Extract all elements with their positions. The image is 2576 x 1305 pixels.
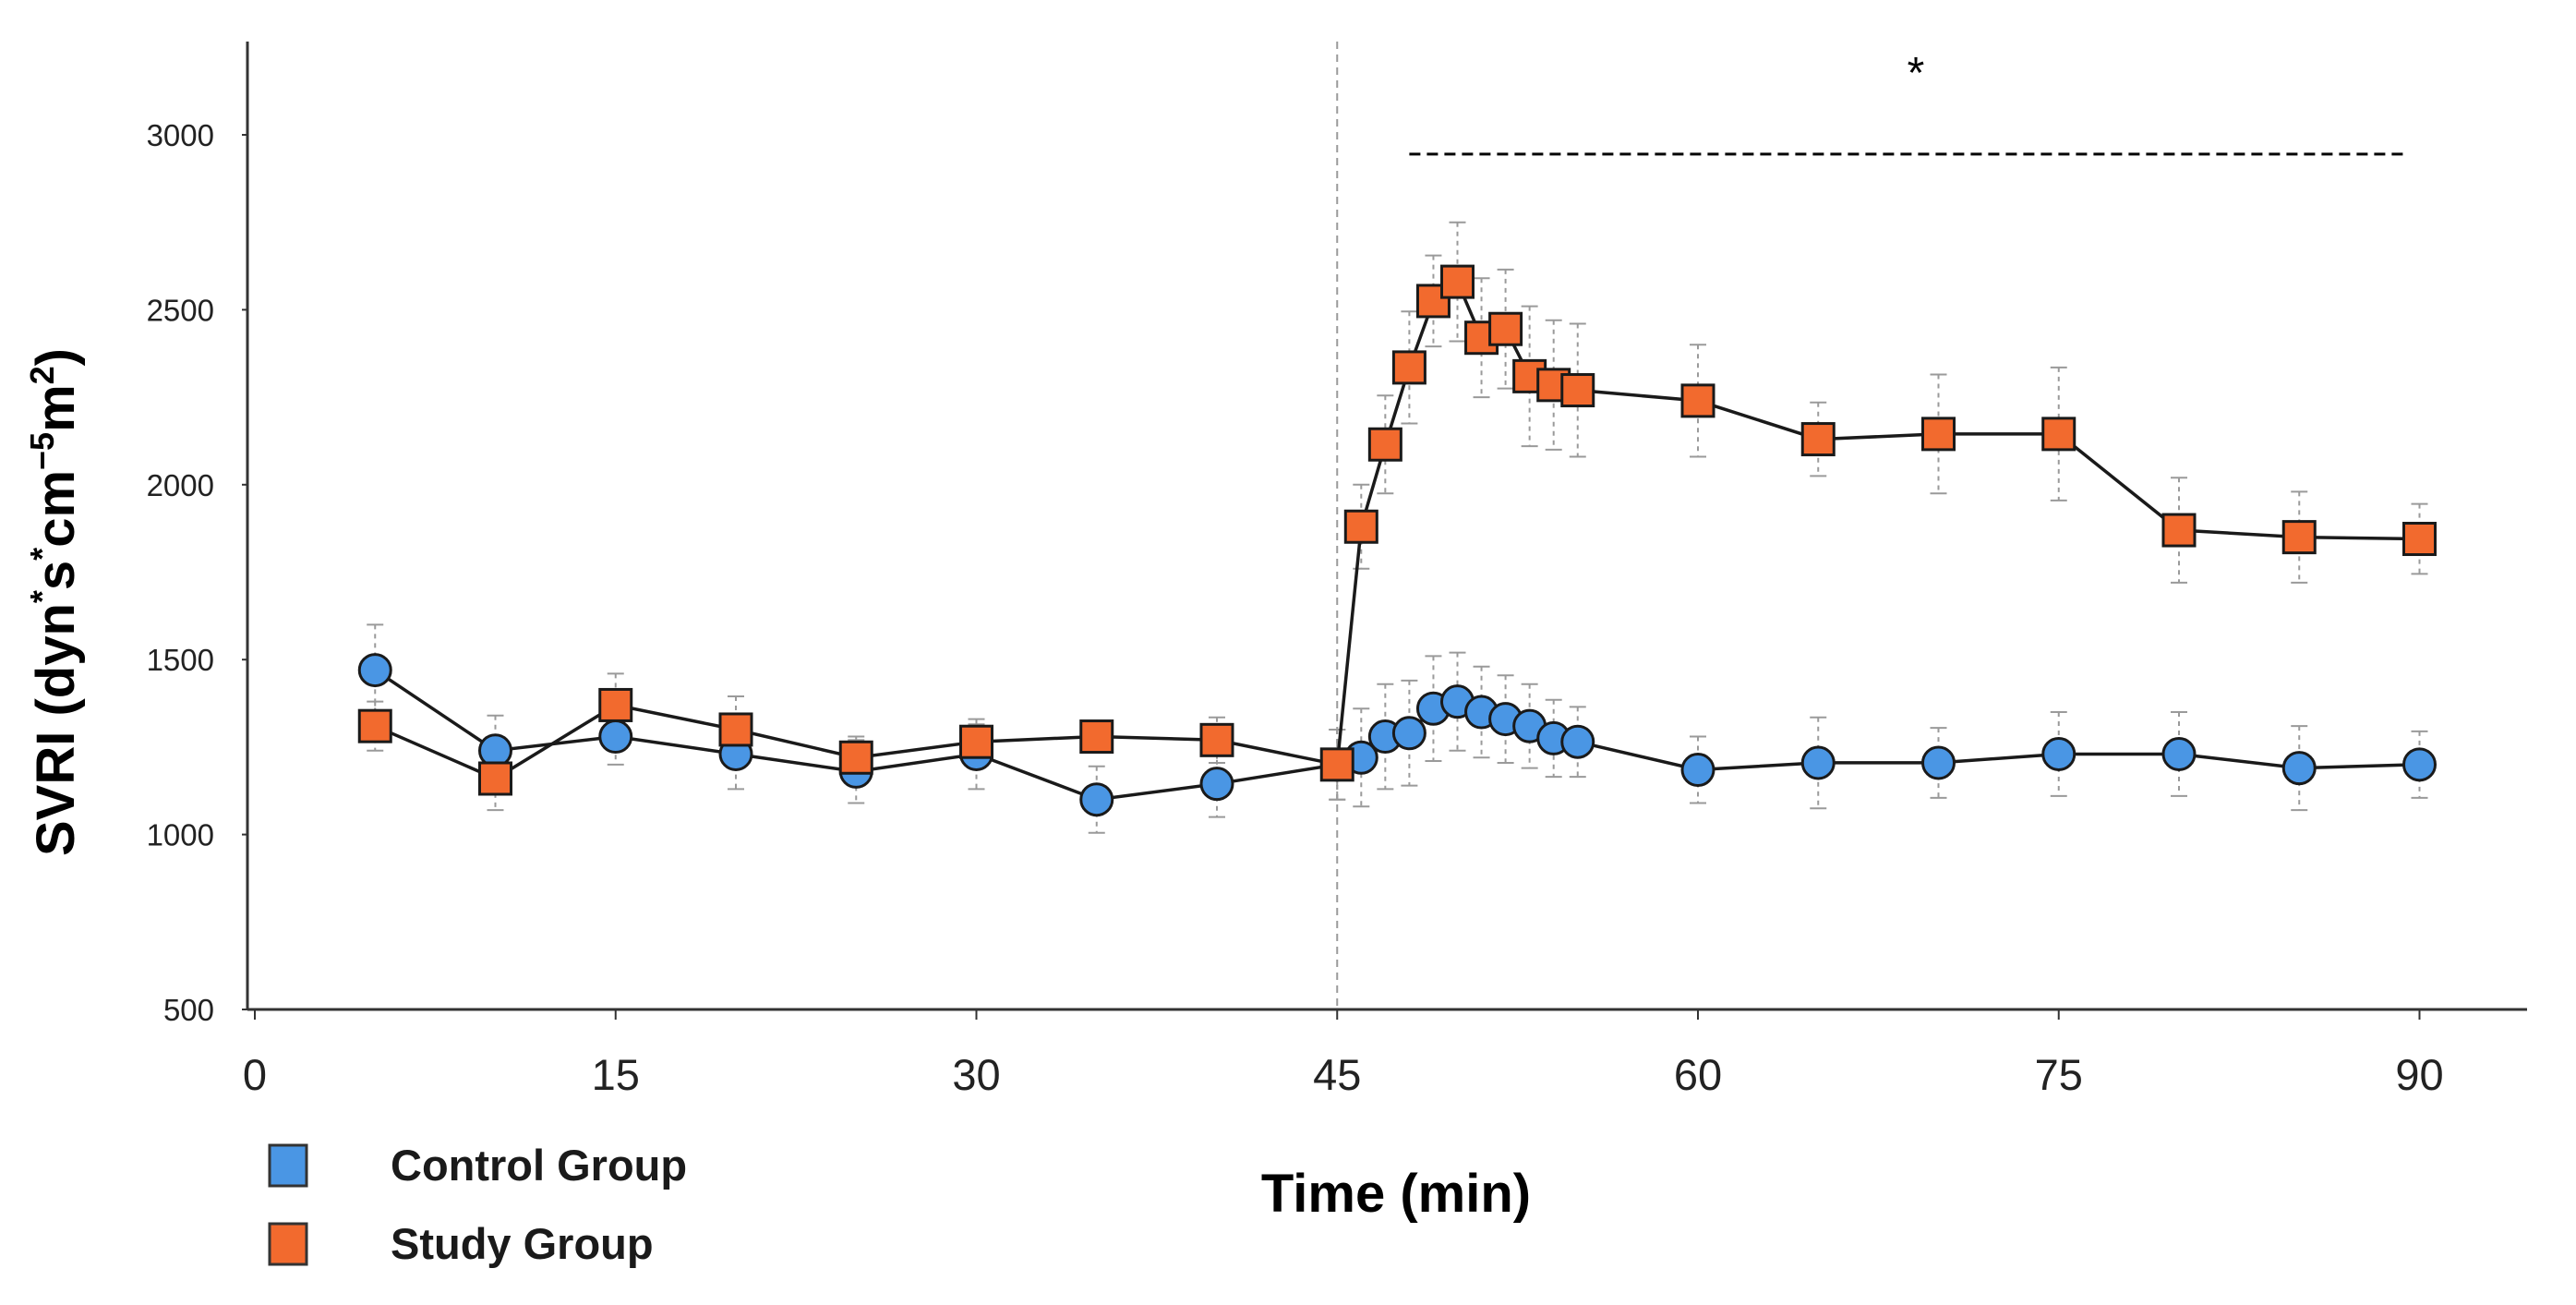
data-point-study: [1488, 311, 1523, 346]
y-tick-label: 2000: [147, 468, 214, 502]
significance-star: *: [1908, 49, 1925, 98]
legend-swatch-study: [268, 1222, 308, 1266]
x-tick-label: 45: [1313, 1050, 1361, 1099]
data-point-study: [2041, 417, 2076, 452]
y-tick-label: 2500: [147, 293, 214, 327]
data-point-control: [2281, 751, 2317, 786]
x-tick-label: 30: [952, 1050, 1000, 1099]
data-point-control: [1391, 716, 1426, 751]
series-study-markers: [357, 264, 2437, 796]
y-tick-label: 500: [163, 993, 214, 1027]
legend-label-control: Control Group: [391, 1141, 687, 1190]
data-point-study: [1921, 417, 1956, 452]
y-tick-label: 1000: [147, 818, 214, 852]
data-point-study: [1415, 284, 1451, 319]
data-point-study: [357, 708, 392, 743]
data-series: [357, 221, 2437, 834]
x-tick-label: 0: [243, 1050, 267, 1099]
x-tick-label: 75: [2035, 1050, 2083, 1099]
x-tick-label: 90: [2395, 1050, 2443, 1099]
data-point-study: [1680, 383, 1715, 418]
data-point-study: [959, 724, 993, 759]
y-tick-label: 1500: [147, 643, 214, 677]
x-tick-label: 60: [1674, 1050, 1722, 1099]
data-point-study: [598, 687, 633, 722]
data-point-control: [1921, 745, 1956, 780]
data-point-control: [1800, 745, 1836, 780]
x-tick-label: 15: [592, 1050, 640, 1099]
data-point-study: [1199, 722, 1234, 757]
data-point-study: [1079, 719, 1114, 755]
data-point-study: [2281, 520, 2317, 555]
data-point-study: [718, 712, 753, 747]
data-point-study: [838, 740, 873, 775]
data-point-control: [1560, 724, 1595, 759]
data-point-control: [1079, 782, 1114, 817]
x-axis-title: Time (min): [1261, 1164, 1531, 1224]
data-point-study: [1367, 427, 1402, 462]
data-point-study: [478, 761, 512, 796]
data-point-control: [2161, 736, 2197, 771]
data-point-study: [1560, 373, 1595, 408]
legend-label-study: Study Group: [391, 1219, 654, 1268]
data-point-control: [1199, 767, 1234, 802]
y-axis-title: SVRI (dyn*s*cm−5m2): [23, 348, 86, 856]
data-point-control: [1680, 753, 1715, 788]
data-point-study: [1391, 350, 1426, 385]
chart-legend: Control Group Study Group: [268, 1141, 687, 1268]
data-point-control: [357, 653, 392, 688]
data-point-study: [1440, 264, 1475, 299]
y-tick-label: 3000: [147, 118, 214, 152]
data-point-study: [2402, 522, 2437, 557]
data-point-control: [2402, 747, 2437, 782]
data-point-study: [2161, 513, 2197, 548]
significance-annotation: *: [1409, 49, 2408, 156]
legend-swatch-control: [268, 1143, 308, 1188]
data-point-control: [2041, 736, 2076, 771]
data-point-study: [1343, 509, 1378, 544]
y-axis-ticks: 500 1000 1500 2000 2500 3000: [147, 118, 247, 1027]
data-point-study: [1319, 747, 1354, 782]
data-point-control: [598, 719, 633, 755]
x-axis-ticks: 0 15 30 45 60 75 90: [243, 1009, 2444, 1099]
data-point-study: [1800, 422, 1836, 457]
